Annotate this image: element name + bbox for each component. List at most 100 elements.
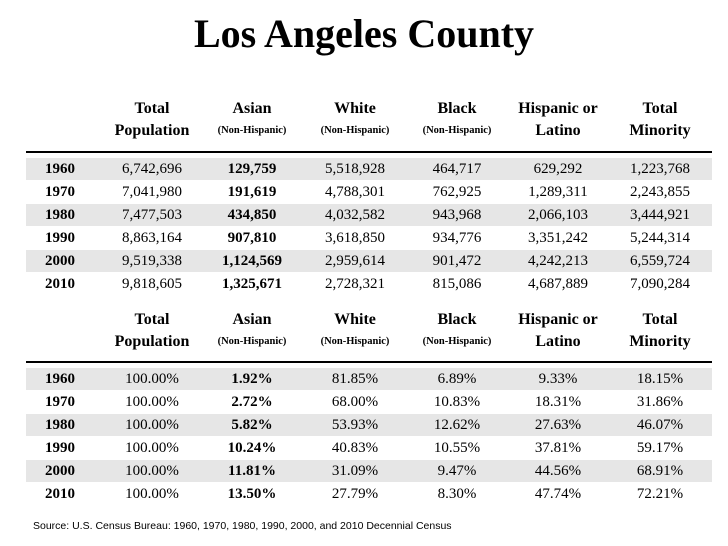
table-row: 1990 8,863,164 907,810 3,618,850 934,776… xyxy=(26,227,712,249)
white-cell: 2,959,614 xyxy=(325,253,385,269)
header-sublabel: Latino xyxy=(535,122,581,139)
asian-cell: 907,810 xyxy=(227,230,277,246)
black-cell: 12.62% xyxy=(433,417,481,433)
header-sublabel: (Non-Hispanic) xyxy=(422,336,492,347)
header-white: White (Non-Hispanic) xyxy=(308,95,402,145)
table-row: 1980 7,477,503 434,850 4,032,582 943,968… xyxy=(26,204,712,226)
year-cell: 1990 xyxy=(45,440,75,456)
minority-cell: 59.17% xyxy=(636,440,684,456)
total-cell: 9,519,338 xyxy=(122,253,182,269)
total-cell: 8,863,164 xyxy=(122,230,182,246)
asian-cell: 1,124,569 xyxy=(222,253,282,269)
header-sublabel: (Non-Hispanic) xyxy=(320,125,390,136)
white-cell: 40.83% xyxy=(331,440,379,456)
black-cell: 8.30% xyxy=(437,486,477,502)
year-cell: 1970 xyxy=(45,394,75,410)
white-cell: 27.79% xyxy=(331,486,379,502)
table-row: 1980 100.00% 5.82% 53.93% 12.62% 27.63% … xyxy=(26,414,712,436)
table-row: 2010 100.00% 13.50% 27.79% 8.30% 47.74% … xyxy=(26,483,712,505)
year-cell: 1970 xyxy=(45,184,75,200)
minority-cell: 2,243,855 xyxy=(630,184,690,200)
header-sublabel: (Non-Hispanic) xyxy=(217,336,287,347)
percents-header: Total Population Asian (Non-Hispanic) Wh… xyxy=(0,306,728,356)
black-cell: 9.47% xyxy=(437,463,477,479)
divider xyxy=(26,361,712,363)
header-label: Total xyxy=(642,100,678,117)
black-cell: 815,086 xyxy=(432,276,482,292)
year-cell: 1980 xyxy=(45,417,75,433)
white-cell: 68.00% xyxy=(331,394,379,410)
table-row: 1990 100.00% 10.24% 40.83% 10.55% 37.81%… xyxy=(26,437,712,459)
header-black: Black (Non-Hispanic) xyxy=(410,95,504,145)
hispanic-cell: 27.63% xyxy=(534,417,582,433)
total-cell: 6,742,696 xyxy=(122,161,182,177)
total-cell: 7,041,980 xyxy=(122,184,182,200)
header-total-population: Total Population xyxy=(104,95,200,145)
table-row: 2000 9,519,338 1,124,569 2,959,614 901,4… xyxy=(26,250,712,272)
header-total-minority: Total Minority xyxy=(614,306,706,356)
header-label: Total xyxy=(134,100,170,117)
header-sublabel: Minority xyxy=(629,333,691,350)
white-cell: 4,032,582 xyxy=(325,207,385,223)
total-cell: 100.00% xyxy=(125,486,179,502)
total-cell: 100.00% xyxy=(125,394,179,410)
year-cell: 1960 xyxy=(45,371,75,387)
total-cell: 7,477,503 xyxy=(122,207,182,223)
page-title: Los Angeles County xyxy=(193,11,535,56)
white-cell: 5,518,928 xyxy=(325,161,385,177)
white-cell: 81.85% xyxy=(331,371,379,387)
asian-cell: 1,325,671 xyxy=(222,276,282,292)
header-black: Black (Non-Hispanic) xyxy=(410,306,504,356)
year-cell: 2000 xyxy=(45,253,75,269)
hispanic-cell: 3,351,242 xyxy=(528,230,588,246)
hispanic-cell: 629,292 xyxy=(533,161,583,177)
header-asian: Asian (Non-Hispanic) xyxy=(205,95,299,145)
asian-cell: 10.24% xyxy=(227,440,277,456)
source-note: Source: U.S. Census Bureau: 1960, 1970, … xyxy=(33,520,452,532)
year-cell: 2010 xyxy=(45,276,75,292)
total-cell: 100.00% xyxy=(125,371,179,387)
black-cell: 901,472 xyxy=(432,253,482,269)
minority-cell: 46.07% xyxy=(636,417,684,433)
minority-cell: 6,559,724 xyxy=(630,253,690,269)
counts-header: Total Population Asian (Non-Hispanic) Wh… xyxy=(0,95,728,145)
black-cell: 10.83% xyxy=(433,394,481,410)
header-sublabel: (Non-Hispanic) xyxy=(217,125,287,136)
header-label: Black xyxy=(437,311,477,328)
table-row: 2000 100.00% 11.81% 31.09% 9.47% 44.56% … xyxy=(26,460,712,482)
white-cell: 2,728,321 xyxy=(325,276,385,292)
table-row: 1970 7,041,980 191,619 4,788,301 762,925… xyxy=(26,181,712,203)
header-hispanic: Hispanic or Latino xyxy=(506,95,610,145)
header-label: Hispanic or xyxy=(518,100,598,117)
asian-cell: 129,759 xyxy=(227,161,277,177)
asian-cell: 5.82% xyxy=(231,417,273,433)
year-cell: 1960 xyxy=(45,161,75,177)
hispanic-cell: 18.31% xyxy=(534,394,582,410)
black-cell: 943,968 xyxy=(432,207,482,223)
minority-cell: 68.91% xyxy=(636,463,684,479)
header-label: Hispanic or xyxy=(518,311,598,328)
header-sublabel: Population xyxy=(114,333,190,350)
minority-cell: 31.86% xyxy=(636,394,684,410)
hispanic-cell: 9.33% xyxy=(538,371,578,387)
black-cell: 6.89% xyxy=(437,371,477,387)
year-cell: 1980 xyxy=(45,207,75,223)
black-cell: 10.55% xyxy=(433,440,481,456)
asian-cell: 434,850 xyxy=(227,207,277,223)
header-white: White (Non-Hispanic) xyxy=(308,306,402,356)
header-sublabel: Latino xyxy=(535,333,581,350)
table-row: 1970 100.00% 2.72% 68.00% 10.83% 18.31% … xyxy=(26,391,712,413)
header-label: Black xyxy=(437,100,477,117)
black-cell: 762,925 xyxy=(432,184,482,200)
table-row: 1960 6,742,696 129,759 5,518,928 464,717… xyxy=(26,158,712,180)
hispanic-cell: 1,289,311 xyxy=(528,184,588,200)
white-cell: 31.09% xyxy=(331,463,379,479)
header-label: Asian xyxy=(232,100,272,117)
header-total-population: Total Population xyxy=(104,306,200,356)
divider xyxy=(26,151,712,153)
header-label: White xyxy=(334,311,376,328)
minority-cell: 1,223,768 xyxy=(630,161,690,177)
minority-cell: 72.21% xyxy=(636,486,684,502)
header-hispanic: Hispanic or Latino xyxy=(506,306,610,356)
asian-cell: 13.50% xyxy=(227,486,277,502)
